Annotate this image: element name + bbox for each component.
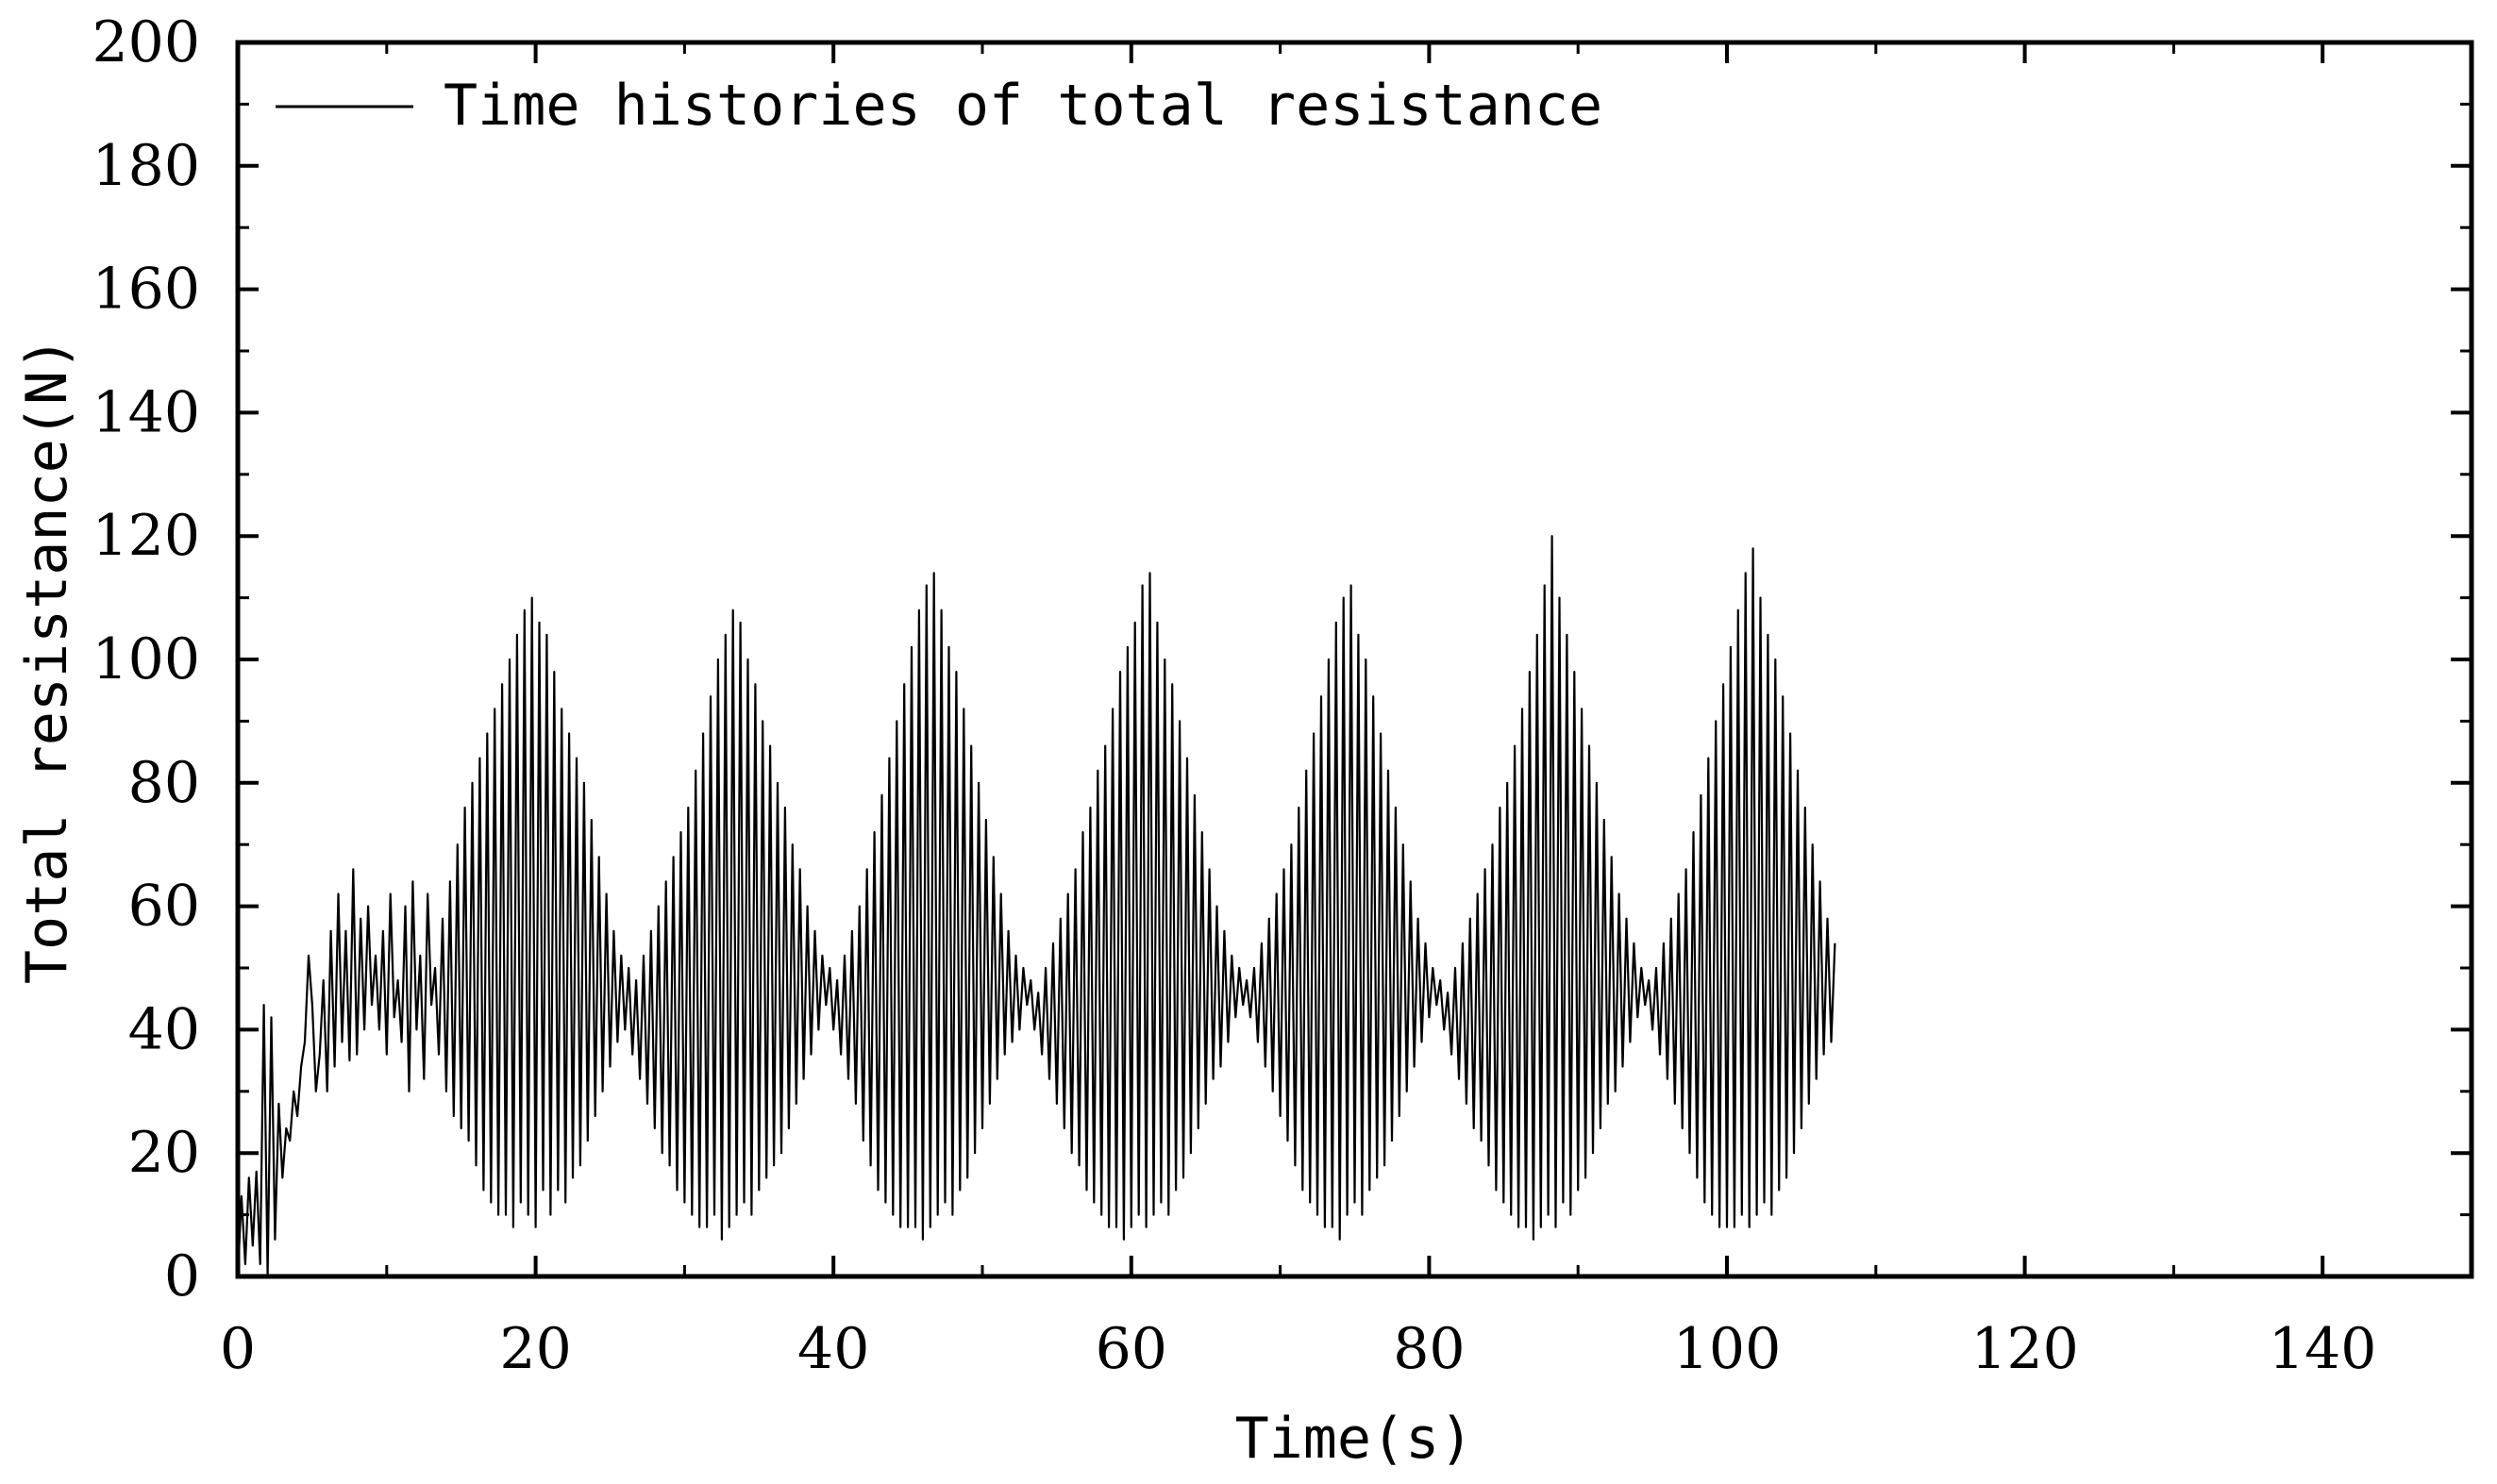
y-tick-label: 60 — [128, 874, 200, 940]
y-tick-label: 100 — [92, 626, 200, 692]
x-tick-labels: 0 20 40 60 80 100 120 140 — [220, 1316, 2377, 1382]
x-tick-label: 80 — [1393, 1316, 1465, 1382]
series-group — [236, 535, 1836, 1278]
x-tick-label: 60 — [1096, 1316, 1167, 1382]
plot-frame — [235, 40, 2474, 1279]
y-tick-label: 140 — [92, 379, 200, 445]
y-tick-labels: 0 20 40 60 80 100 120 140 160 180 200 — [92, 9, 200, 1309]
y-axis-label: Total resistance(N) — [14, 337, 80, 984]
x-tick-label: 0 — [220, 1316, 256, 1382]
x-axis-label: Time(s) — [1235, 1406, 1474, 1472]
x-tick-label: 100 — [1673, 1316, 1782, 1382]
x-tick-label: 140 — [2269, 1316, 2377, 1382]
legend: Time histories of total resistance — [276, 73, 1602, 139]
y-tick-label: 0 — [164, 1243, 200, 1309]
x-tick-label: 40 — [797, 1316, 869, 1382]
legend-entry-label: Time histories of total resistance — [444, 73, 1602, 139]
x-tick-label: 120 — [1970, 1316, 2079, 1382]
y-tick-label: 20 — [128, 1120, 200, 1186]
y-tick-label: 40 — [128, 996, 200, 1062]
x-tick-label: 20 — [499, 1316, 571, 1382]
series-line-0 — [236, 535, 1836, 1278]
y-tick-label: 120 — [92, 503, 200, 569]
y-tick-label: 160 — [92, 257, 200, 323]
y-tick-label: 180 — [92, 133, 200, 199]
y-tick-label: 200 — [92, 9, 200, 75]
y-tick-label: 80 — [128, 750, 200, 816]
